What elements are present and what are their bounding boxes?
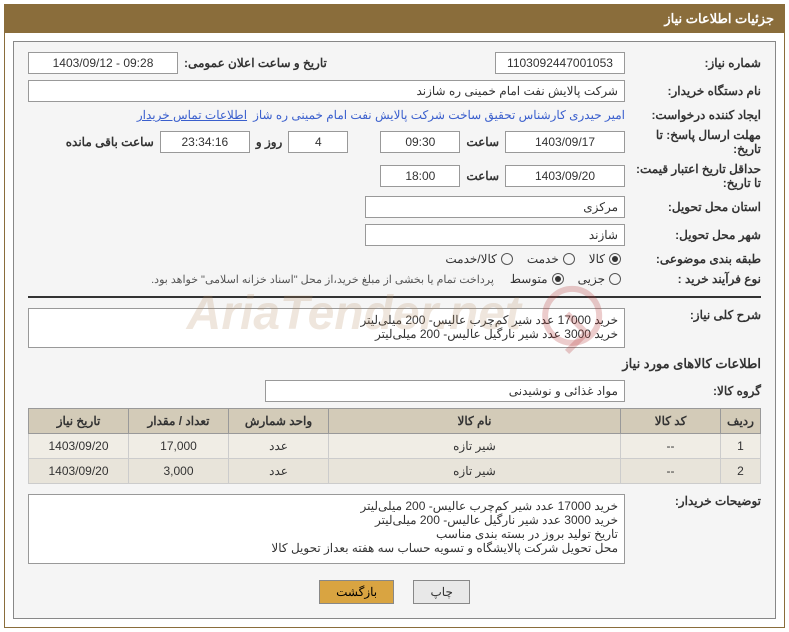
cell-row: 1 bbox=[721, 434, 761, 459]
time-label-1: ساعت bbox=[466, 135, 499, 149]
cell-need_date: 1403/09/20 bbox=[29, 434, 129, 459]
cell-unit: عدد bbox=[229, 459, 329, 484]
radio-goods-service[interactable]: کالا/خدمت bbox=[445, 252, 512, 266]
radio-icon bbox=[609, 253, 621, 265]
radio-icon bbox=[501, 253, 513, 265]
cell-name: شیر تازه bbox=[329, 434, 621, 459]
need-no-field: 1103092447001053 bbox=[495, 52, 625, 74]
radio-goods[interactable]: کالا bbox=[589, 252, 621, 266]
group-field: مواد غذائی و نوشیدنی bbox=[265, 380, 625, 402]
th-code: کد کالا bbox=[621, 409, 721, 434]
remaining-label: ساعت باقی مانده bbox=[66, 135, 154, 149]
radio-icon bbox=[609, 273, 621, 285]
buyer-label: نام دستگاه خریدار: bbox=[631, 84, 761, 98]
print-button[interactable]: چاپ bbox=[413, 580, 469, 604]
radio-minor[interactable]: جزیی bbox=[578, 272, 621, 286]
cell-row: 2 bbox=[721, 459, 761, 484]
min-validity-label: حداقل تاریخ اعتبار قیمت: تا تاریخ: bbox=[631, 162, 761, 190]
contact-link[interactable]: اطلاعات تماس خریدار bbox=[137, 108, 247, 122]
panel-title: جزئیات اطلاعات نیاز bbox=[5, 5, 784, 33]
th-unit: واحد شمارش bbox=[229, 409, 329, 434]
cell-qty: 3,000 bbox=[129, 459, 229, 484]
announce-field: 1403/09/12 - 09:28 bbox=[28, 52, 178, 74]
province-label: استان محل تحویل: bbox=[631, 200, 761, 214]
requester-value: امیر حیدری کارشناس تحقیق ساخت شرکت پالای… bbox=[253, 108, 625, 122]
th-date: تاریخ نیاز bbox=[29, 409, 129, 434]
summary-text: خرید 17000 عدد شیر کم‌چرب عالیس- 200 میل… bbox=[28, 308, 625, 348]
th-row: ردیف bbox=[721, 409, 761, 434]
panel-body: AriaTender.net شماره نیاز: 1103092447001… bbox=[13, 41, 776, 619]
radio-icon bbox=[552, 273, 564, 285]
requester-label: ایجاد کننده درخواست: bbox=[631, 108, 761, 122]
min-validity-time: 18:00 bbox=[380, 165, 460, 187]
reply-deadline-label: مهلت ارسال پاسخ: تا تاریخ: bbox=[631, 128, 761, 156]
cell-need_date: 1403/09/20 bbox=[29, 459, 129, 484]
th-name: نام کالا bbox=[329, 409, 621, 434]
items-title: اطلاعات کالاهای مورد نیاز bbox=[28, 356, 761, 372]
back-button[interactable]: بازگشت bbox=[319, 580, 394, 604]
reply-time-field: 09:30 bbox=[380, 131, 460, 153]
city-field: شازند bbox=[365, 224, 625, 246]
cell-code: -- bbox=[621, 459, 721, 484]
group-label: گروه کالا: bbox=[631, 384, 761, 398]
min-validity-date: 1403/09/20 bbox=[505, 165, 625, 187]
cell-unit: عدد bbox=[229, 434, 329, 459]
days-field: 4 bbox=[288, 131, 348, 153]
need-no-label: شماره نیاز: bbox=[631, 56, 761, 70]
radio-service[interactable]: خدمت bbox=[527, 252, 575, 266]
buyer-notes-label: توضیحات خریدار: bbox=[631, 494, 761, 508]
days-and: روز و bbox=[256, 135, 283, 149]
table-row: 2--شیر تازهعدد3,0001403/09/20 bbox=[29, 459, 761, 484]
summary-label: شرح کلی نیاز: bbox=[631, 308, 761, 322]
category-label: طبقه بندی موضوعی: bbox=[631, 252, 761, 266]
details-panel: جزئیات اطلاعات نیاز AriaTender.net شماره… bbox=[4, 4, 785, 628]
city-label: شهر محل تحویل: bbox=[631, 228, 761, 242]
time-label-2: ساعت bbox=[466, 169, 499, 183]
radio-icon bbox=[563, 253, 575, 265]
payment-note: پرداخت تمام یا بخشی از مبلغ خرید،از محل … bbox=[151, 273, 494, 286]
buyer-notes: خرید 17000 عدد شیر کم‌چرب عالیس- 200 میل… bbox=[28, 494, 625, 564]
radio-medium[interactable]: متوسط bbox=[510, 272, 564, 286]
cell-name: شیر تازه bbox=[329, 459, 621, 484]
cell-qty: 17,000 bbox=[129, 434, 229, 459]
table-row: 1--شیر تازهعدد17,0001403/09/20 bbox=[29, 434, 761, 459]
th-qty: تعداد / مقدار bbox=[129, 409, 229, 434]
reply-date-field: 1403/09/17 bbox=[505, 131, 625, 153]
separator bbox=[28, 296, 761, 298]
countdown-field: 23:34:16 bbox=[160, 131, 250, 153]
items-table: ردیف کد کالا نام کالا واحد شمارش تعداد /… bbox=[28, 408, 761, 484]
province-field: مرکزی bbox=[365, 196, 625, 218]
buyer-field: شرکت پالایش نفت امام خمینی ره شازند bbox=[28, 80, 625, 102]
announce-label: تاریخ و ساعت اعلان عمومی: bbox=[184, 56, 327, 70]
process-label: نوع فرآیند خرید : bbox=[631, 272, 761, 286]
cell-code: -- bbox=[621, 434, 721, 459]
